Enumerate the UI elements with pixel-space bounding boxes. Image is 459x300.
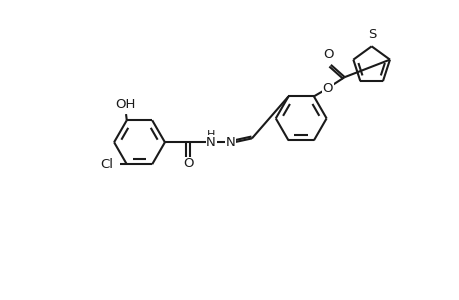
Text: O: O <box>323 48 333 61</box>
Text: N: N <box>206 136 216 149</box>
Text: S: S <box>368 28 376 41</box>
Text: H: H <box>207 130 215 140</box>
Text: Cl: Cl <box>100 158 113 171</box>
Text: O: O <box>182 157 193 170</box>
Text: OH: OH <box>115 98 135 111</box>
Text: N: N <box>225 136 235 149</box>
Text: O: O <box>322 82 332 95</box>
